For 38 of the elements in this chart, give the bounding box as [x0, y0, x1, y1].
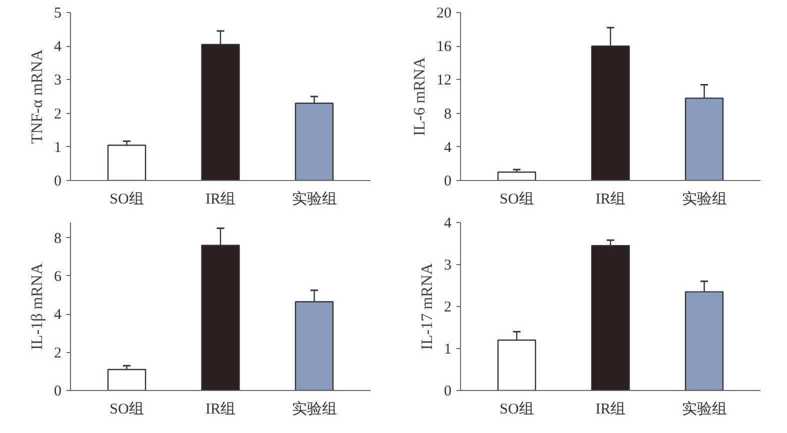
y-tick-label: 1: [54, 140, 62, 156]
y-tick-label: 3: [444, 258, 452, 274]
y-tick-label: 4: [54, 39, 62, 56]
y-tick-label: 4: [54, 307, 62, 324]
y-tick-label: 3: [54, 72, 62, 89]
y-tick-label: 2: [54, 106, 62, 122]
x-tick-label: SO组: [110, 400, 144, 418]
x-tick-label: IR组: [206, 400, 236, 418]
y-tick-label: 4: [444, 216, 452, 232]
y-tick-label: 0: [54, 384, 62, 400]
x-tick-label: IR组: [596, 400, 626, 418]
y-tick-label: 6: [54, 268, 62, 285]
y-axis-title: IL-6 mRNA: [412, 56, 428, 136]
x-tick-label: IR组: [206, 190, 236, 208]
y-tick-label: 0: [444, 174, 452, 190]
y-axis-title: TNF-α mRNA: [29, 48, 46, 144]
y-tick-label: 12: [436, 72, 452, 89]
y-tick-label: 4: [444, 140, 452, 156]
y-tick-label: 0: [54, 174, 62, 190]
y-tick-label: 8: [444, 106, 452, 122]
y-tick-label: 5: [54, 6, 62, 22]
y-tick-label: 16: [436, 39, 452, 56]
y-tick-label: 1: [444, 342, 452, 358]
x-tick-label: 实验组: [682, 190, 727, 208]
x-tick-label: SO组: [500, 190, 534, 208]
x-tick-label: IR组: [596, 190, 626, 208]
x-tick-label: 实验组: [292, 400, 337, 418]
x-tick-label: 实验组: [682, 400, 727, 418]
y-tick-label: 20: [436, 6, 452, 22]
y-axis-title: IL-1β mRNA: [29, 262, 46, 350]
x-tick-label: 实验组: [292, 190, 337, 208]
x-tick-label: SO组: [110, 190, 144, 208]
y-tick-label: 2: [444, 300, 452, 316]
y-tick-label: 2: [54, 345, 62, 362]
y-tick-label: 8: [54, 230, 62, 247]
y-tick-label: 0: [444, 384, 452, 400]
y-axis-title: IL-17 mRNA: [419, 262, 436, 350]
x-tick-label: SO组: [500, 400, 534, 418]
